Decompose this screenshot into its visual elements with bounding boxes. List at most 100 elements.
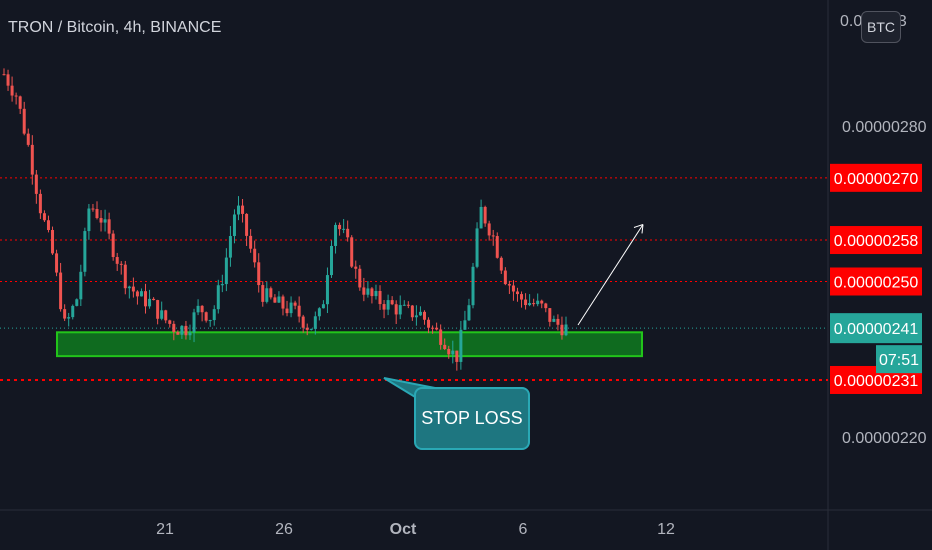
candle-body — [22, 108, 26, 134]
support-zone — [56, 331, 643, 358]
candle-body — [91, 208, 95, 210]
candle-body — [386, 300, 390, 310]
candle-body — [313, 316, 317, 329]
y-tick-label: 0.00000220 — [842, 430, 927, 447]
candle-body — [139, 291, 143, 297]
candle-body — [34, 174, 38, 194]
candle-body — [30, 144, 34, 175]
candle-body — [2, 74, 6, 76]
candle-body — [220, 284, 224, 286]
candle-body — [212, 309, 216, 321]
candle-body — [309, 328, 313, 330]
candle-body — [427, 319, 431, 328]
candle-body — [224, 257, 228, 285]
candle-body — [463, 320, 467, 330]
candle-body — [370, 288, 374, 297]
candle-body — [176, 331, 180, 335]
candle-body — [422, 311, 426, 320]
candle-body — [439, 329, 443, 345]
candle-body — [390, 300, 394, 305]
candle-body — [487, 223, 491, 236]
candle-body — [560, 324, 564, 336]
candle-body — [59, 272, 63, 310]
candle-body — [273, 297, 277, 303]
candle-body — [406, 304, 410, 306]
candle-body — [188, 332, 192, 336]
current-price-badge — [830, 313, 922, 344]
candle-body — [402, 304, 406, 306]
candle-body — [491, 235, 495, 237]
stop-loss-callout: STOP LOSS — [414, 387, 530, 450]
candle-body — [354, 266, 358, 269]
x-tick-label: 26 — [275, 521, 293, 538]
candle-body — [479, 206, 483, 229]
candle-body — [540, 300, 544, 304]
candle-body — [398, 305, 402, 315]
candle-body — [536, 300, 540, 305]
candle-body — [119, 263, 123, 265]
candle-body — [216, 285, 220, 310]
candle-body — [382, 304, 386, 310]
candle-body — [334, 224, 338, 246]
candle-body — [135, 291, 139, 297]
time-axis[interactable]: 21 26 Oct 6 12 — [156, 521, 675, 538]
candle-body — [160, 310, 164, 319]
candle-body — [378, 290, 382, 305]
candle-body — [394, 304, 398, 315]
countdown-badge — [876, 345, 922, 374]
price-badge-label: 0.00000231 — [834, 373, 919, 390]
candle-body — [18, 96, 22, 109]
candle-body — [447, 349, 451, 355]
candle-body — [362, 287, 366, 295]
candle-body — [168, 320, 172, 324]
candle-body — [329, 245, 333, 276]
candle-body — [111, 233, 115, 258]
candle-body — [245, 213, 249, 236]
candle-body — [75, 299, 79, 306]
price-badge-label: 0.00000258 — [834, 233, 919, 250]
candle-body — [548, 308, 552, 322]
candle-body — [507, 284, 511, 286]
candle-body — [564, 324, 568, 336]
candles — [2, 68, 568, 371]
candle-body — [471, 266, 475, 306]
candle-body — [164, 310, 168, 321]
candle-body — [358, 268, 362, 288]
projection-arrow-head — [633, 224, 644, 234]
candle-body — [123, 264, 127, 289]
candle-body — [277, 296, 281, 303]
candle-body — [249, 235, 253, 249]
price-badge — [830, 226, 922, 255]
candle-body — [455, 350, 459, 362]
candle-body — [325, 275, 329, 305]
candle-body — [99, 218, 103, 223]
candle-body — [237, 205, 241, 215]
candle-body — [208, 320, 212, 322]
price-badge-label: 0.00000270 — [834, 171, 919, 188]
candle-body — [431, 327, 435, 329]
candle-body — [511, 285, 515, 292]
candle-body — [261, 285, 265, 302]
candle-body — [127, 286, 131, 289]
candle-body — [483, 206, 487, 224]
candle-body — [418, 311, 422, 316]
candle-body — [301, 316, 305, 328]
projection-arrow — [577, 224, 644, 326]
candle-body — [503, 270, 507, 285]
candle-body — [317, 308, 321, 317]
candle-body — [10, 85, 14, 96]
candle-body — [532, 303, 536, 305]
y-tick-label: 0.00000280 — [842, 119, 927, 136]
candle-body — [156, 300, 160, 319]
candle-body — [515, 291, 519, 295]
candle-body — [46, 220, 50, 230]
candle-body — [232, 214, 236, 237]
candle-body — [148, 298, 152, 307]
candle-body — [528, 303, 532, 306]
candle-body — [414, 315, 418, 318]
currency-button[interactable]: BTC — [861, 11, 901, 43]
candle-body — [6, 74, 10, 86]
